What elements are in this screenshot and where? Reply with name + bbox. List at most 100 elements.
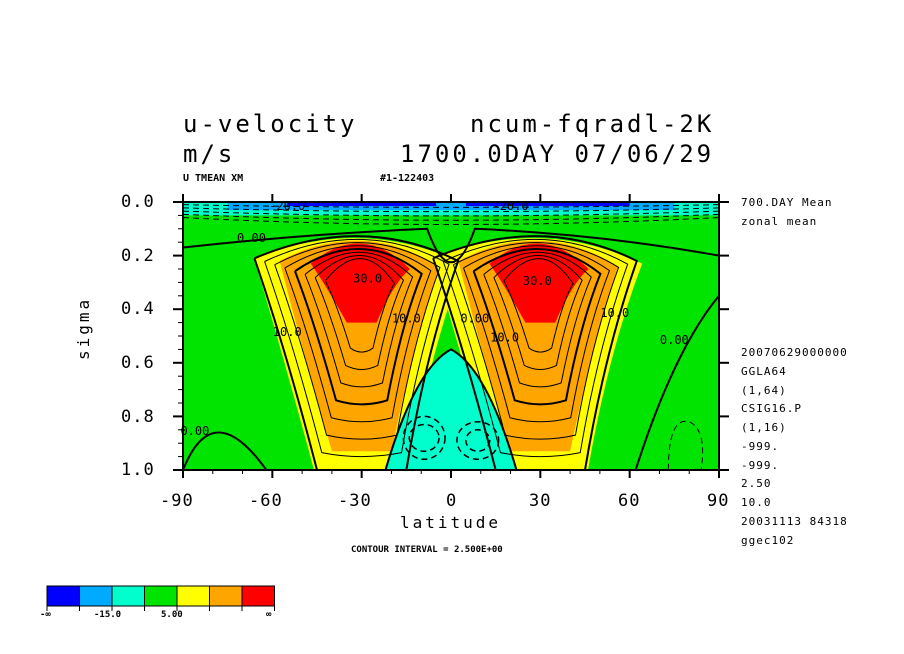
info-line: GGLA64 bbox=[741, 365, 787, 378]
colorbar-swatch bbox=[241, 585, 275, 607]
upper-band bbox=[465, 202, 630, 207]
contour-line bbox=[503, 258, 574, 353]
jet-north bbox=[432, 238, 643, 470]
contour-label: 0.00 bbox=[660, 333, 689, 347]
colorbar-swatch bbox=[46, 585, 80, 607]
contour-line bbox=[294, 248, 423, 406]
contour-line bbox=[274, 242, 441, 440]
zero-contour bbox=[634, 295, 719, 470]
side-note-zonal: zonal mean bbox=[741, 215, 818, 228]
info-line: 10.0 bbox=[741, 496, 772, 509]
info-line: -999. bbox=[741, 459, 780, 472]
contour-line bbox=[284, 245, 432, 423]
contour-label: 10.0 bbox=[392, 312, 421, 326]
y-tick-label: 0.6 bbox=[121, 353, 155, 373]
contour-label: 30.0 bbox=[353, 271, 382, 285]
upper-easterlies bbox=[183, 202, 719, 216]
negative-contour bbox=[402, 415, 446, 461]
x-tick-label: -60 bbox=[249, 491, 283, 511]
contour-line bbox=[463, 245, 611, 423]
negative-contour bbox=[183, 204, 719, 208]
chart-subtitle-variable: U TMEAN XM bbox=[183, 173, 244, 184]
contour-line bbox=[253, 235, 460, 470]
zero-contour bbox=[183, 227, 719, 264]
shaded-field bbox=[183, 202, 719, 470]
upper-band bbox=[227, 202, 675, 211]
x-tick-label: -90 bbox=[160, 491, 194, 511]
info-line: ggec102 bbox=[741, 534, 795, 547]
contour-line bbox=[432, 235, 639, 470]
colorbar bbox=[46, 585, 275, 611]
colorbar-swatch bbox=[176, 585, 210, 607]
negative-contour bbox=[465, 429, 491, 452]
contour-label: -20.0 bbox=[269, 199, 305, 213]
contour-label: 0.00 bbox=[460, 312, 489, 326]
y-tick-label: 0.0 bbox=[121, 192, 155, 212]
contour-label: 30.0 bbox=[523, 274, 552, 288]
info-line: 2.50 bbox=[741, 477, 772, 490]
contour-label: 10.0 bbox=[490, 330, 519, 344]
info-line: (1,16) bbox=[741, 421, 787, 434]
y-tick-label: 0.4 bbox=[121, 299, 155, 319]
info-line: -999. bbox=[741, 440, 780, 453]
colorbar-swatch bbox=[111, 585, 145, 607]
info-line: CSIG16.P bbox=[741, 402, 802, 415]
contour-line bbox=[314, 255, 405, 370]
upper-band bbox=[287, 202, 437, 207]
contour-line bbox=[472, 248, 602, 406]
y-tick-label: 0.2 bbox=[121, 246, 155, 266]
info-line: 20070629000000 bbox=[741, 346, 848, 359]
chart-title-experiment: ncum-fqradl-2K bbox=[470, 110, 715, 138]
chart-title-field: u-velocity bbox=[183, 110, 358, 138]
easterly-band bbox=[385, 349, 517, 470]
negative-contour bbox=[408, 423, 440, 452]
negative-contour bbox=[456, 421, 500, 461]
legend-label: -∞ bbox=[40, 610, 51, 620]
negative-contour bbox=[183, 210, 719, 217]
negative-contour bbox=[183, 217, 719, 226]
contour-line bbox=[442, 238, 629, 458]
contour-label: -20.0 bbox=[492, 199, 528, 213]
x-tick-label: -30 bbox=[338, 491, 372, 511]
axis-ticks bbox=[173, 194, 729, 478]
legend-label: ∞ bbox=[266, 610, 272, 620]
info-line: (1,64) bbox=[741, 384, 787, 397]
colorbar-swatch bbox=[209, 585, 243, 607]
contour-label: 10.0 bbox=[600, 306, 629, 320]
contour-label: 0.00 bbox=[180, 424, 209, 438]
negative-contour bbox=[667, 420, 704, 470]
chart-title-units: m/s bbox=[183, 140, 236, 168]
x-tick-label: 30 bbox=[529, 491, 552, 511]
x-tick-label: 60 bbox=[618, 491, 641, 511]
chart-subtitle-run: #1-122403 bbox=[380, 173, 435, 184]
contour-line bbox=[452, 242, 620, 440]
y-tick-label: 0.8 bbox=[121, 407, 155, 427]
contour-label: 10.0 bbox=[273, 325, 302, 339]
contour-line bbox=[483, 251, 592, 388]
side-note-mean: 700.DAY Mean bbox=[741, 196, 833, 209]
easterly-region bbox=[385, 349, 517, 470]
info-line: 20031113 84318 bbox=[741, 515, 848, 528]
contour-line bbox=[493, 255, 583, 370]
colorbar-swatch bbox=[79, 585, 113, 607]
chart-title-date: 1700.0DAY 07/06/29 bbox=[400, 140, 715, 168]
legend-label: -15.0 bbox=[94, 610, 122, 620]
negative-contour bbox=[183, 207, 719, 213]
colorbar-swatch bbox=[144, 585, 178, 607]
contour-interval-note: CONTOUR INTERVAL = 2.500E+00 bbox=[351, 545, 503, 555]
negative-contour bbox=[183, 213, 719, 221]
x-tick-label: 90 bbox=[707, 491, 730, 511]
contour-labels: 30.0 30.010.010.010.010.00.000.000.000.00… bbox=[180, 199, 688, 438]
contour-label: 0.00 bbox=[237, 231, 266, 245]
y-tick-label: 1.0 bbox=[121, 460, 155, 480]
contour-line bbox=[324, 258, 395, 353]
contour-line bbox=[304, 251, 414, 388]
jet-south-band bbox=[279, 240, 440, 452]
x-tick-label: 0 bbox=[446, 491, 458, 511]
zero-contour bbox=[183, 431, 268, 470]
x-axis-label: latitude bbox=[400, 513, 502, 532]
legend-label: 5.00 bbox=[161, 610, 183, 620]
contour-lines bbox=[183, 204, 719, 470]
zero-contour bbox=[384, 348, 518, 470]
